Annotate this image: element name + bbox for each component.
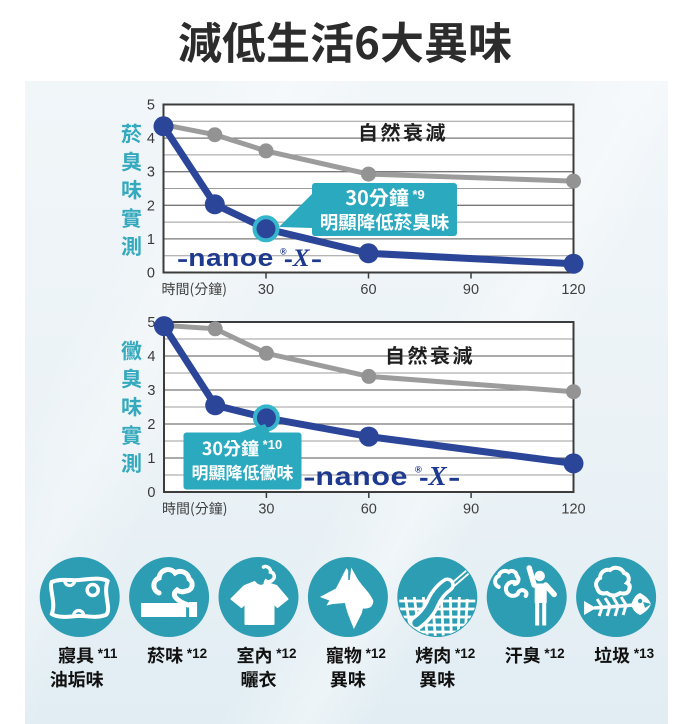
svg-text:寢具 *11: 寢具 *11 <box>58 642 118 668</box>
svg-text:30: 30 <box>258 282 274 298</box>
svg-text:垃圾 *13: 垃圾 *13 <box>594 642 655 668</box>
svg-text:1: 1 <box>147 232 155 248</box>
svg-text:®: ® <box>280 246 287 256</box>
svg-text:nanoe: nanoe <box>315 462 408 492</box>
svg-text:曬衣: 曬衣 <box>241 666 277 692</box>
svg-text:汗臭 *12: 汗臭 *12 <box>505 642 565 668</box>
svg-text:味: 味 <box>121 175 142 205</box>
svg-text:2: 2 <box>147 417 155 433</box>
svg-text:寵物 *12: 寵物 *12 <box>326 642 386 668</box>
svg-text:實: 實 <box>121 203 142 233</box>
svg-text:X: X <box>428 461 448 491</box>
svg-text:4: 4 <box>147 131 155 147</box>
svg-text:3: 3 <box>147 383 155 399</box>
svg-text:室內 *12: 室內 *12 <box>236 642 296 668</box>
svg-text:測: 測 <box>121 231 142 261</box>
svg-text:黴: 黴 <box>121 336 142 366</box>
svg-text:明顯降低菸臭味: 明顯降低菸臭味 <box>320 209 450 235</box>
svg-text:明顯降低黴味: 明顯降低黴味 <box>192 459 294 484</box>
svg-text:菸味 *12: 菸味 *12 <box>147 642 207 668</box>
svg-text:0: 0 <box>147 266 155 282</box>
svg-text:3: 3 <box>147 165 155 181</box>
svg-text:自然衰減: 自然衰減 <box>385 340 475 369</box>
svg-text:1: 1 <box>147 451 155 467</box>
svg-text:5: 5 <box>147 315 155 331</box>
svg-text:味: 味 <box>121 392 142 422</box>
svg-text:臭: 臭 <box>121 364 142 394</box>
svg-text:30: 30 <box>258 502 274 518</box>
svg-text:60: 60 <box>360 282 376 298</box>
svg-text:nanoe: nanoe <box>188 244 274 272</box>
svg-text:120: 120 <box>561 502 585 518</box>
svg-text:90: 90 <box>463 282 479 298</box>
svg-text:®: ® <box>415 464 422 475</box>
svg-text:油垢味: 油垢味 <box>50 666 104 692</box>
svg-text:時間(分鐘): 時間(分鐘) <box>162 279 227 299</box>
svg-text:4: 4 <box>147 349 155 365</box>
svg-text:5: 5 <box>147 98 155 114</box>
svg-text:異味: 異味 <box>419 666 455 692</box>
svg-text:測: 測 <box>121 448 142 478</box>
svg-text:90: 90 <box>463 502 479 518</box>
svg-text:烤肉 *12: 烤肉 *12 <box>415 642 475 668</box>
svg-text:2: 2 <box>147 198 155 214</box>
svg-text:120: 120 <box>561 282 585 298</box>
svg-text:X: X <box>292 245 311 272</box>
svg-text:菸: 菸 <box>121 119 142 149</box>
svg-text:自然衰減: 自然衰減 <box>358 117 448 146</box>
svg-text:0: 0 <box>147 485 155 501</box>
svg-text:臭: 臭 <box>121 147 142 177</box>
svg-text:實: 實 <box>121 420 142 450</box>
svg-text:60: 60 <box>361 502 377 518</box>
svg-text:時間(分鐘): 時間(分鐘) <box>162 499 227 519</box>
svg-text:異味: 異味 <box>330 666 366 692</box>
